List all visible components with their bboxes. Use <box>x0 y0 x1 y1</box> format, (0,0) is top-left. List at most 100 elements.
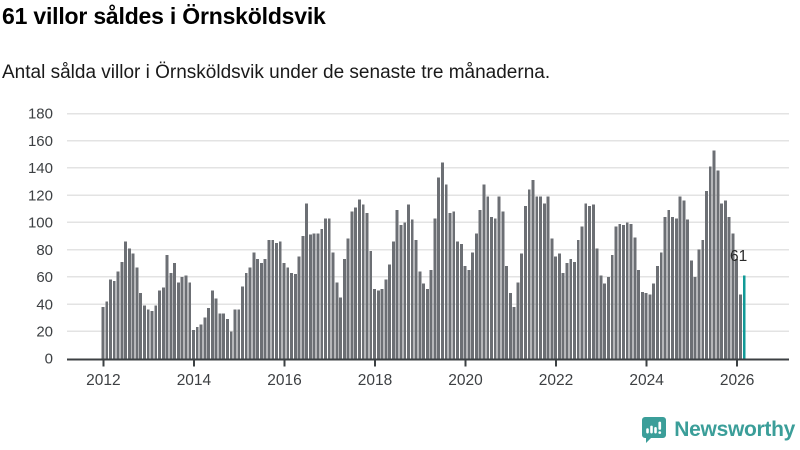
brand-footer[interactable]: Newsworthy <box>641 416 795 443</box>
bar <box>531 180 535 359</box>
bar <box>161 287 165 359</box>
bar <box>610 255 614 359</box>
bar <box>207 308 211 359</box>
bar <box>339 297 343 359</box>
bar <box>501 211 505 359</box>
brand-name: Newsworthy <box>674 417 795 441</box>
bar <box>101 306 105 359</box>
chart-subtitle: Antal sålda villor i Örnsköldsvik under … <box>2 62 551 83</box>
bar <box>618 223 622 359</box>
bar <box>648 294 652 359</box>
bar <box>716 170 720 359</box>
svg-text:2018: 2018 <box>358 372 392 389</box>
bar <box>278 241 282 359</box>
bar <box>169 272 173 359</box>
bar <box>588 206 592 359</box>
bar <box>444 184 448 359</box>
bar <box>241 286 244 359</box>
bar <box>622 225 625 359</box>
bar <box>705 191 708 359</box>
bar <box>297 256 301 359</box>
bar <box>712 150 716 359</box>
bar <box>644 293 648 359</box>
bar <box>561 272 565 359</box>
bar <box>222 313 226 359</box>
bar <box>354 207 358 359</box>
svg-text:2012: 2012 <box>86 372 120 389</box>
svg-text:2024: 2024 <box>629 372 664 389</box>
bar <box>486 196 490 359</box>
bar <box>595 248 599 359</box>
bar <box>365 212 369 359</box>
bar <box>192 329 195 359</box>
bar <box>535 196 539 359</box>
svg-text:2026: 2026 <box>720 372 754 389</box>
bar <box>346 238 350 359</box>
bar <box>482 184 486 359</box>
bar <box>320 229 324 359</box>
bar <box>452 211 456 359</box>
svg-text:2014: 2014 <box>177 372 212 389</box>
bar <box>456 241 459 359</box>
bar <box>184 275 188 359</box>
bar <box>380 289 384 359</box>
bar <box>342 259 346 359</box>
bar <box>331 252 335 359</box>
bar <box>154 305 158 359</box>
bar <box>361 204 365 359</box>
bar <box>576 240 580 359</box>
bar <box>142 305 146 359</box>
bar <box>259 263 263 359</box>
bar <box>210 290 214 359</box>
bar <box>218 313 222 359</box>
bar <box>150 310 154 359</box>
bar <box>282 263 286 359</box>
bar <box>112 280 116 359</box>
bars <box>101 150 746 359</box>
bar <box>293 274 297 359</box>
bar <box>463 265 467 359</box>
bar <box>727 216 731 359</box>
bar <box>689 260 693 359</box>
bar <box>327 218 331 359</box>
bar <box>708 166 712 359</box>
bar <box>369 250 373 359</box>
logo-bubble <box>642 417 667 443</box>
bar <box>214 298 218 359</box>
page-title: 61 villor såldes i Örnsköldsvik <box>2 3 326 29</box>
bar <box>403 222 407 359</box>
svg-text:80: 80 <box>36 242 53 259</box>
highlight-value-annotation: 61 <box>730 248 747 265</box>
bar <box>539 196 542 359</box>
bar <box>203 317 207 359</box>
x-axis-ticks: 2012 2014 2016 2018 2020 2022 2024 2026 <box>86 360 754 389</box>
bar <box>723 200 727 359</box>
bar <box>324 218 327 359</box>
bar <box>407 204 410 359</box>
bar <box>237 309 241 359</box>
bar <box>158 290 161 359</box>
bar <box>188 282 192 359</box>
bar <box>478 210 482 359</box>
newsworthy-logo-icon <box>641 416 667 443</box>
bar <box>565 263 569 359</box>
bar <box>569 259 573 359</box>
bar <box>316 233 320 359</box>
bar <box>663 216 667 359</box>
bar <box>512 306 516 359</box>
bar <box>195 327 199 359</box>
bar <box>471 252 475 359</box>
bar <box>554 256 558 359</box>
bar <box>105 301 109 359</box>
bar <box>437 177 441 359</box>
bar <box>523 206 527 359</box>
bar <box>391 241 395 359</box>
bar <box>429 270 433 359</box>
bar <box>573 261 576 359</box>
highlight-bar <box>742 275 746 359</box>
bar <box>425 289 429 359</box>
bar <box>165 255 169 359</box>
bar <box>146 309 150 359</box>
bar <box>135 267 139 359</box>
